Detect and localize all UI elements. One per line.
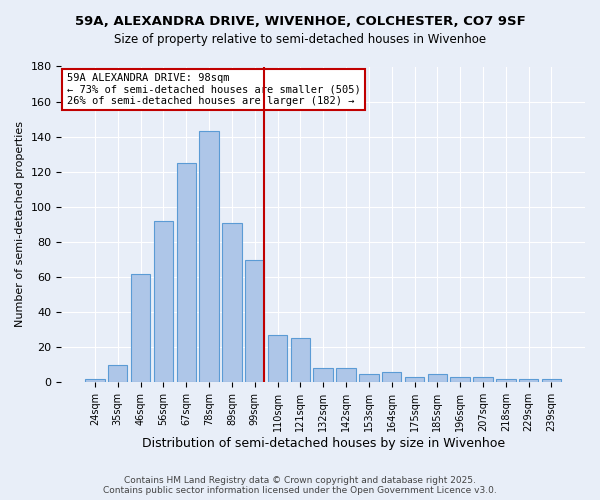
Bar: [542, 379, 561, 382]
Text: Size of property relative to semi-detached houses in Wivenhoe: Size of property relative to semi-detach…: [114, 32, 486, 46]
Bar: [382, 372, 401, 382]
Bar: [428, 374, 447, 382]
Bar: [519, 379, 538, 382]
Bar: [199, 132, 219, 382]
X-axis label: Distribution of semi-detached houses by size in Wivenhoe: Distribution of semi-detached houses by …: [142, 437, 505, 450]
Bar: [131, 274, 150, 382]
Y-axis label: Number of semi-detached properties: Number of semi-detached properties: [15, 122, 25, 328]
Bar: [245, 260, 265, 382]
Bar: [176, 163, 196, 382]
Bar: [496, 379, 515, 382]
Text: 59A ALEXANDRA DRIVE: 98sqm
← 73% of semi-detached houses are smaller (505)
26% o: 59A ALEXANDRA DRIVE: 98sqm ← 73% of semi…: [67, 73, 361, 106]
Bar: [359, 374, 379, 382]
Text: Contains HM Land Registry data © Crown copyright and database right 2025.
Contai: Contains HM Land Registry data © Crown c…: [103, 476, 497, 495]
Bar: [108, 365, 127, 382]
Bar: [290, 338, 310, 382]
Bar: [451, 377, 470, 382]
Bar: [85, 379, 104, 382]
Bar: [473, 377, 493, 382]
Bar: [222, 222, 242, 382]
Bar: [154, 221, 173, 382]
Bar: [313, 368, 333, 382]
Bar: [337, 368, 356, 382]
Bar: [405, 377, 424, 382]
Bar: [268, 335, 287, 382]
Text: 59A, ALEXANDRA DRIVE, WIVENHOE, COLCHESTER, CO7 9SF: 59A, ALEXANDRA DRIVE, WIVENHOE, COLCHEST…: [74, 15, 526, 28]
